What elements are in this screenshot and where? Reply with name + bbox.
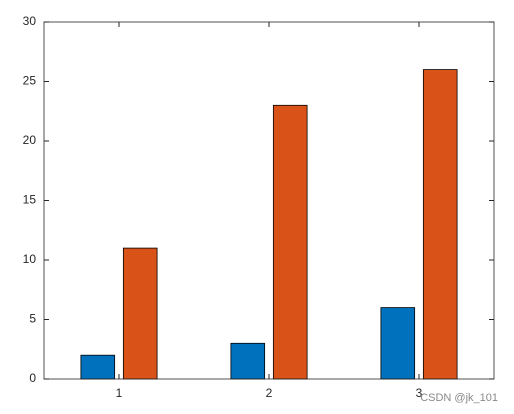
axes-box bbox=[43, 21, 495, 380]
y-tick-label: 15 bbox=[23, 193, 37, 207]
x-tick-label: 1 bbox=[116, 386, 123, 400]
bar bbox=[422, 69, 458, 380]
y-tick-label: 30 bbox=[23, 14, 37, 28]
x-tick-label: 3 bbox=[416, 386, 423, 400]
bar bbox=[122, 247, 158, 380]
y-tick-label: 20 bbox=[23, 133, 37, 147]
bar bbox=[272, 104, 308, 380]
bar bbox=[380, 307, 416, 380]
watermark: CSDN @jk_101 bbox=[420, 392, 498, 404]
y-tick-label: 0 bbox=[29, 371, 36, 385]
bar bbox=[80, 354, 116, 380]
x-tick-label: 2 bbox=[266, 386, 273, 400]
bar bbox=[230, 342, 266, 380]
y-tick-label: 25 bbox=[23, 74, 37, 88]
y-tick-label: 10 bbox=[23, 252, 37, 266]
y-tick-label: 5 bbox=[29, 312, 36, 326]
